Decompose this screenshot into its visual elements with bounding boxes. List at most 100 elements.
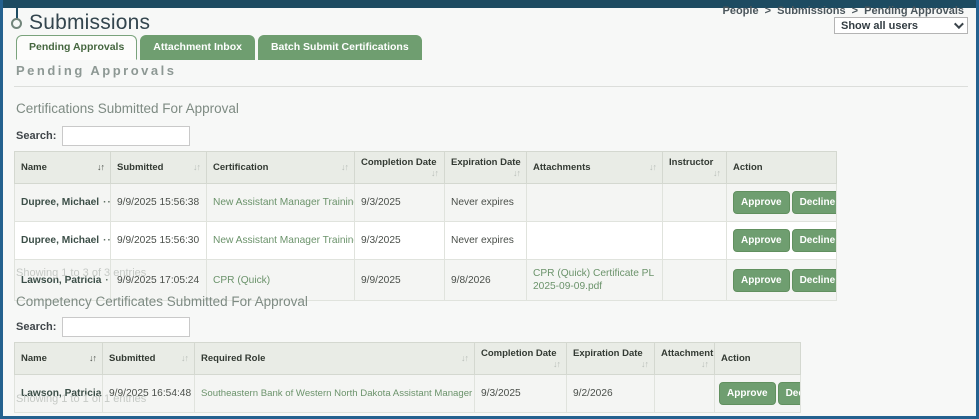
- table-header-row: Name ↓↑ Submitted ↓↑ Certification ↓↑ Compl…: [14, 151, 837, 184]
- name-cell: Lawson, Patricia: [14, 374, 103, 413]
- row-menu-icon[interactable]: ···: [103, 235, 109, 246]
- attachments-cell: [526, 221, 663, 260]
- instructor-cell: [662, 183, 727, 222]
- user-filter-value: Show all users: [841, 19, 919, 32]
- user-filter-select[interactable]: Show all users: [834, 17, 968, 34]
- col-header-required-role[interactable]: Required Role ↓↑: [194, 342, 475, 375]
- chevron-down-icon: [953, 19, 964, 30]
- required-role-link[interactable]: Southeastern Bank of Western North Dakot…: [194, 374, 475, 413]
- expiration-date-cell: Never expires: [444, 183, 527, 222]
- col-header-submitted[interactable]: Submitted ↓↑: [110, 151, 207, 184]
- tab-pending-approvals[interactable]: Pending Approvals: [16, 35, 138, 60]
- col-header-name[interactable]: Name ↓↑: [14, 342, 103, 375]
- sort-icon[interactable]: ↓↑: [97, 162, 105, 172]
- beacon-circle-icon: [11, 18, 22, 29]
- submitted-cell: 9/9/2025 15:56:30: [110, 221, 207, 260]
- attachment-file-link[interactable]: CPR (Quick) Certificate PL 2025-09-09.pd…: [533, 268, 654, 292]
- search-label: Search:: [16, 130, 57, 142]
- breadcrumb-submissions[interactable]: Submissions: [777, 5, 846, 17]
- row-menu-icon[interactable]: ···: [103, 197, 109, 208]
- breadcrumb-separator: >: [851, 5, 859, 17]
- tab-batch-submit-certifications[interactable]: Batch Submit Certifications: [257, 35, 422, 60]
- table-header-row: Name ↓↑ Submitted ↓↑ Required Role ↓↑ Compl…: [14, 342, 801, 375]
- certification-link[interactable]: New Assistant Manager Training 4: [206, 221, 355, 260]
- sort-icon[interactable]: ↓↑: [713, 168, 721, 178]
- sort-icon[interactable]: ↓↑: [701, 359, 709, 369]
- col-header-expiration-date[interactable]: Expiration Date ↓↑: [566, 342, 655, 375]
- table-row: Dupree, Michael··· 9/9/2025 15:56:38 New…: [14, 183, 837, 222]
- decline-button[interactable]: Decline: [777, 382, 800, 405]
- search-label: Search:: [16, 321, 57, 333]
- approve-button[interactable]: Approve: [733, 229, 790, 252]
- section-divider: [14, 86, 968, 87]
- col-header-completion-date[interactable]: Completion Date ↓↑: [354, 151, 445, 184]
- col-header-instructor[interactable]: Instructor ↓↑: [662, 151, 727, 184]
- sort-icon[interactable]: ↓↑: [181, 353, 189, 363]
- col-header-attachment[interactable]: Attachment ↓↑: [654, 342, 715, 375]
- expiration-date-cell: 9/8/2026: [444, 259, 527, 301]
- competencies-search: Search:: [16, 317, 191, 337]
- decline-button[interactable]: Decline: [791, 191, 836, 214]
- table-row: Dupree, Michael··· 9/9/2025 15:56:30 New…: [14, 221, 837, 260]
- attachments-cell: CPR (Quick) Certificate PL 2025-09-09.pd…: [526, 259, 663, 301]
- certification-link[interactable]: New Assistant Manager Training 1: [206, 183, 355, 222]
- sort-icon[interactable]: ↓↑: [461, 353, 469, 363]
- table-row: Lawson, Patricia 9/9/2025 16:54:48 South…: [14, 374, 801, 413]
- approve-button[interactable]: Approve: [733, 268, 790, 292]
- row-menu-icon[interactable]: ···: [105, 274, 110, 286]
- breadcrumb-people[interactable]: People: [722, 5, 759, 17]
- certifications-table-title: Certifications Submitted For Approval: [16, 101, 239, 116]
- col-header-certification[interactable]: Certification ↓↑: [206, 151, 355, 184]
- completion-date-cell: 9/9/2025: [354, 259, 445, 301]
- submitted-cell: 9/9/2025 16:54:48: [102, 374, 195, 413]
- top-bar: [3, 0, 976, 8]
- sort-icon[interactable]: ↓↑: [513, 168, 521, 178]
- col-header-action: Action: [726, 151, 837, 184]
- breadcrumb-current: Pending Approvals: [864, 5, 964, 17]
- decline-button[interactable]: Decline: [791, 268, 836, 292]
- expiration-date-cell: 9/2/2026: [566, 374, 655, 413]
- breadcrumb: People > Submissions > Pending Approvals: [723, 5, 965, 17]
- col-header-action: Action: [714, 342, 801, 375]
- section-heading: Pending Approvals: [16, 63, 177, 78]
- tab-bar: Pending Approvals Attachment Inbox Batch…: [16, 35, 422, 60]
- certifications-search-input[interactable]: [62, 126, 191, 146]
- name-cell: Dupree, Michael···: [14, 183, 111, 222]
- approve-button[interactable]: Approve: [719, 382, 776, 405]
- sort-icon[interactable]: ↓↑: [649, 162, 657, 172]
- col-header-submitted[interactable]: Submitted ↓↑: [102, 342, 195, 375]
- submitted-cell: 9/9/2025 15:56:38: [110, 183, 207, 222]
- decline-button[interactable]: Decline: [791, 229, 836, 252]
- col-header-name[interactable]: Name ↓↑: [14, 151, 111, 184]
- attachment-cell: [654, 374, 715, 413]
- competencies-search-input[interactable]: [62, 317, 191, 337]
- sort-icon[interactable]: ↓↑: [89, 353, 97, 363]
- certifications-table-footer: Showing 1 to 3 of 3 entries: [16, 267, 147, 279]
- col-header-attachments[interactable]: Attachments ↓↑: [526, 151, 663, 184]
- sort-icon[interactable]: ↓↑: [193, 162, 201, 172]
- completion-date-cell: 9/3/2025: [474, 374, 567, 413]
- col-header-completion-date[interactable]: Completion Date ↓↑: [474, 342, 567, 375]
- tab-attachment-inbox[interactable]: Attachment Inbox: [140, 35, 255, 60]
- certifications-table: Name ↓↑ Submitted ↓↑ Certification ↓↑ Compl…: [14, 151, 837, 301]
- col-header-expiration-date[interactable]: Expiration Date ↓↑: [444, 151, 527, 184]
- sort-icon[interactable]: ↓↑: [431, 168, 439, 178]
- sort-icon[interactable]: ↓↑: [553, 359, 561, 369]
- completion-date-cell: 9/3/2025: [354, 183, 445, 222]
- approve-button[interactable]: Approve: [733, 191, 790, 214]
- competencies-table-footer: Showing 1 to 1 of 1 entries: [16, 393, 147, 405]
- table-row: Lawson, Patricia··· 9/9/2025 17:05:24 CP…: [14, 259, 837, 301]
- breadcrumb-separator: >: [764, 5, 772, 17]
- sort-icon[interactable]: ↓↑: [341, 162, 349, 172]
- sort-icon[interactable]: ↓↑: [641, 359, 649, 369]
- competencies-table: Name ↓↑ Submitted ↓↑ Required Role ↓↑ Compl…: [14, 342, 801, 413]
- completion-date-cell: 9/3/2025: [354, 221, 445, 260]
- page-title: Submissions: [29, 11, 151, 34]
- expiration-date-cell: Never expires: [444, 221, 527, 260]
- instructor-cell: [662, 221, 727, 260]
